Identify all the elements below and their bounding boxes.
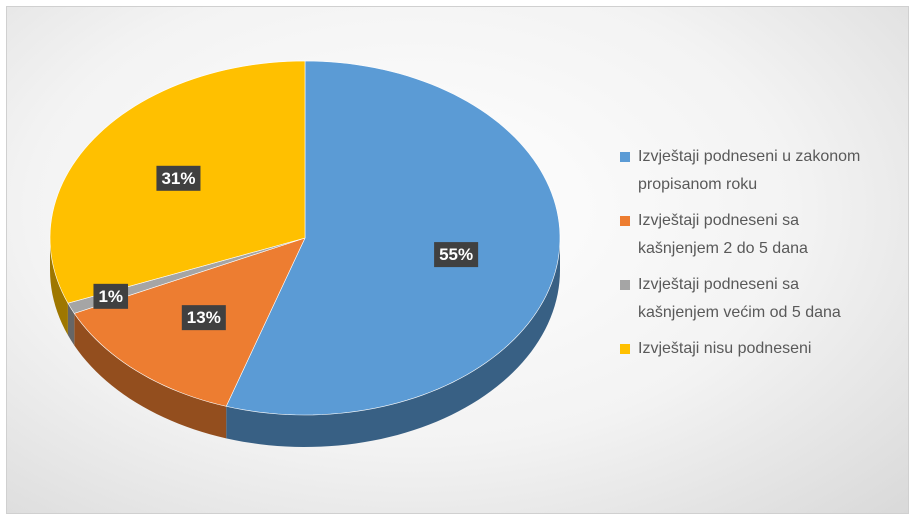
legend-label: Izvještaji podneseni sa kašnjenjem 2 do … [638,212,808,257]
legend-item: Izvještaji podneseni sa kašnjenjem većim… [620,271,905,327]
data-label-text: 55% [439,245,473,264]
legend-label: Izvještaji podneseni sa kašnjenjem većim… [638,276,841,321]
legend-label: Izvještaji podneseni u zakonom propisano… [638,148,861,193]
legend-item: Izvještaji nisu podneseni [620,335,905,363]
data-label-box [181,305,226,331]
pie-side [67,303,75,346]
legend-swatch [620,152,630,162]
data-label: 55% [434,242,479,268]
legend-swatch [620,344,630,354]
legend-item: Izvještaji podneseni u zakonom propisano… [620,143,905,199]
pie-side [74,313,227,439]
data-label-text: 1% [98,287,123,306]
legend-swatch [620,216,630,226]
legend-swatch [620,280,630,290]
data-label-text: 31% [161,169,195,188]
data-label: 31% [156,165,201,191]
pie-side [50,238,68,336]
legend-label: Izvještaji nisu podneseni [638,340,812,357]
pie-slice [225,60,561,416]
data-label-box [156,165,201,191]
pie-side [226,238,560,447]
data-label: 1% [93,283,129,309]
data-label-box [434,242,479,268]
data-label-box [93,283,129,309]
data-label-text: 13% [187,308,221,327]
legend: Izvještaji podneseni u zakonom propisano… [620,143,905,371]
data-label: 13% [181,305,226,331]
legend-item: Izvještaji podneseni sa kašnjenjem 2 do … [620,207,905,263]
